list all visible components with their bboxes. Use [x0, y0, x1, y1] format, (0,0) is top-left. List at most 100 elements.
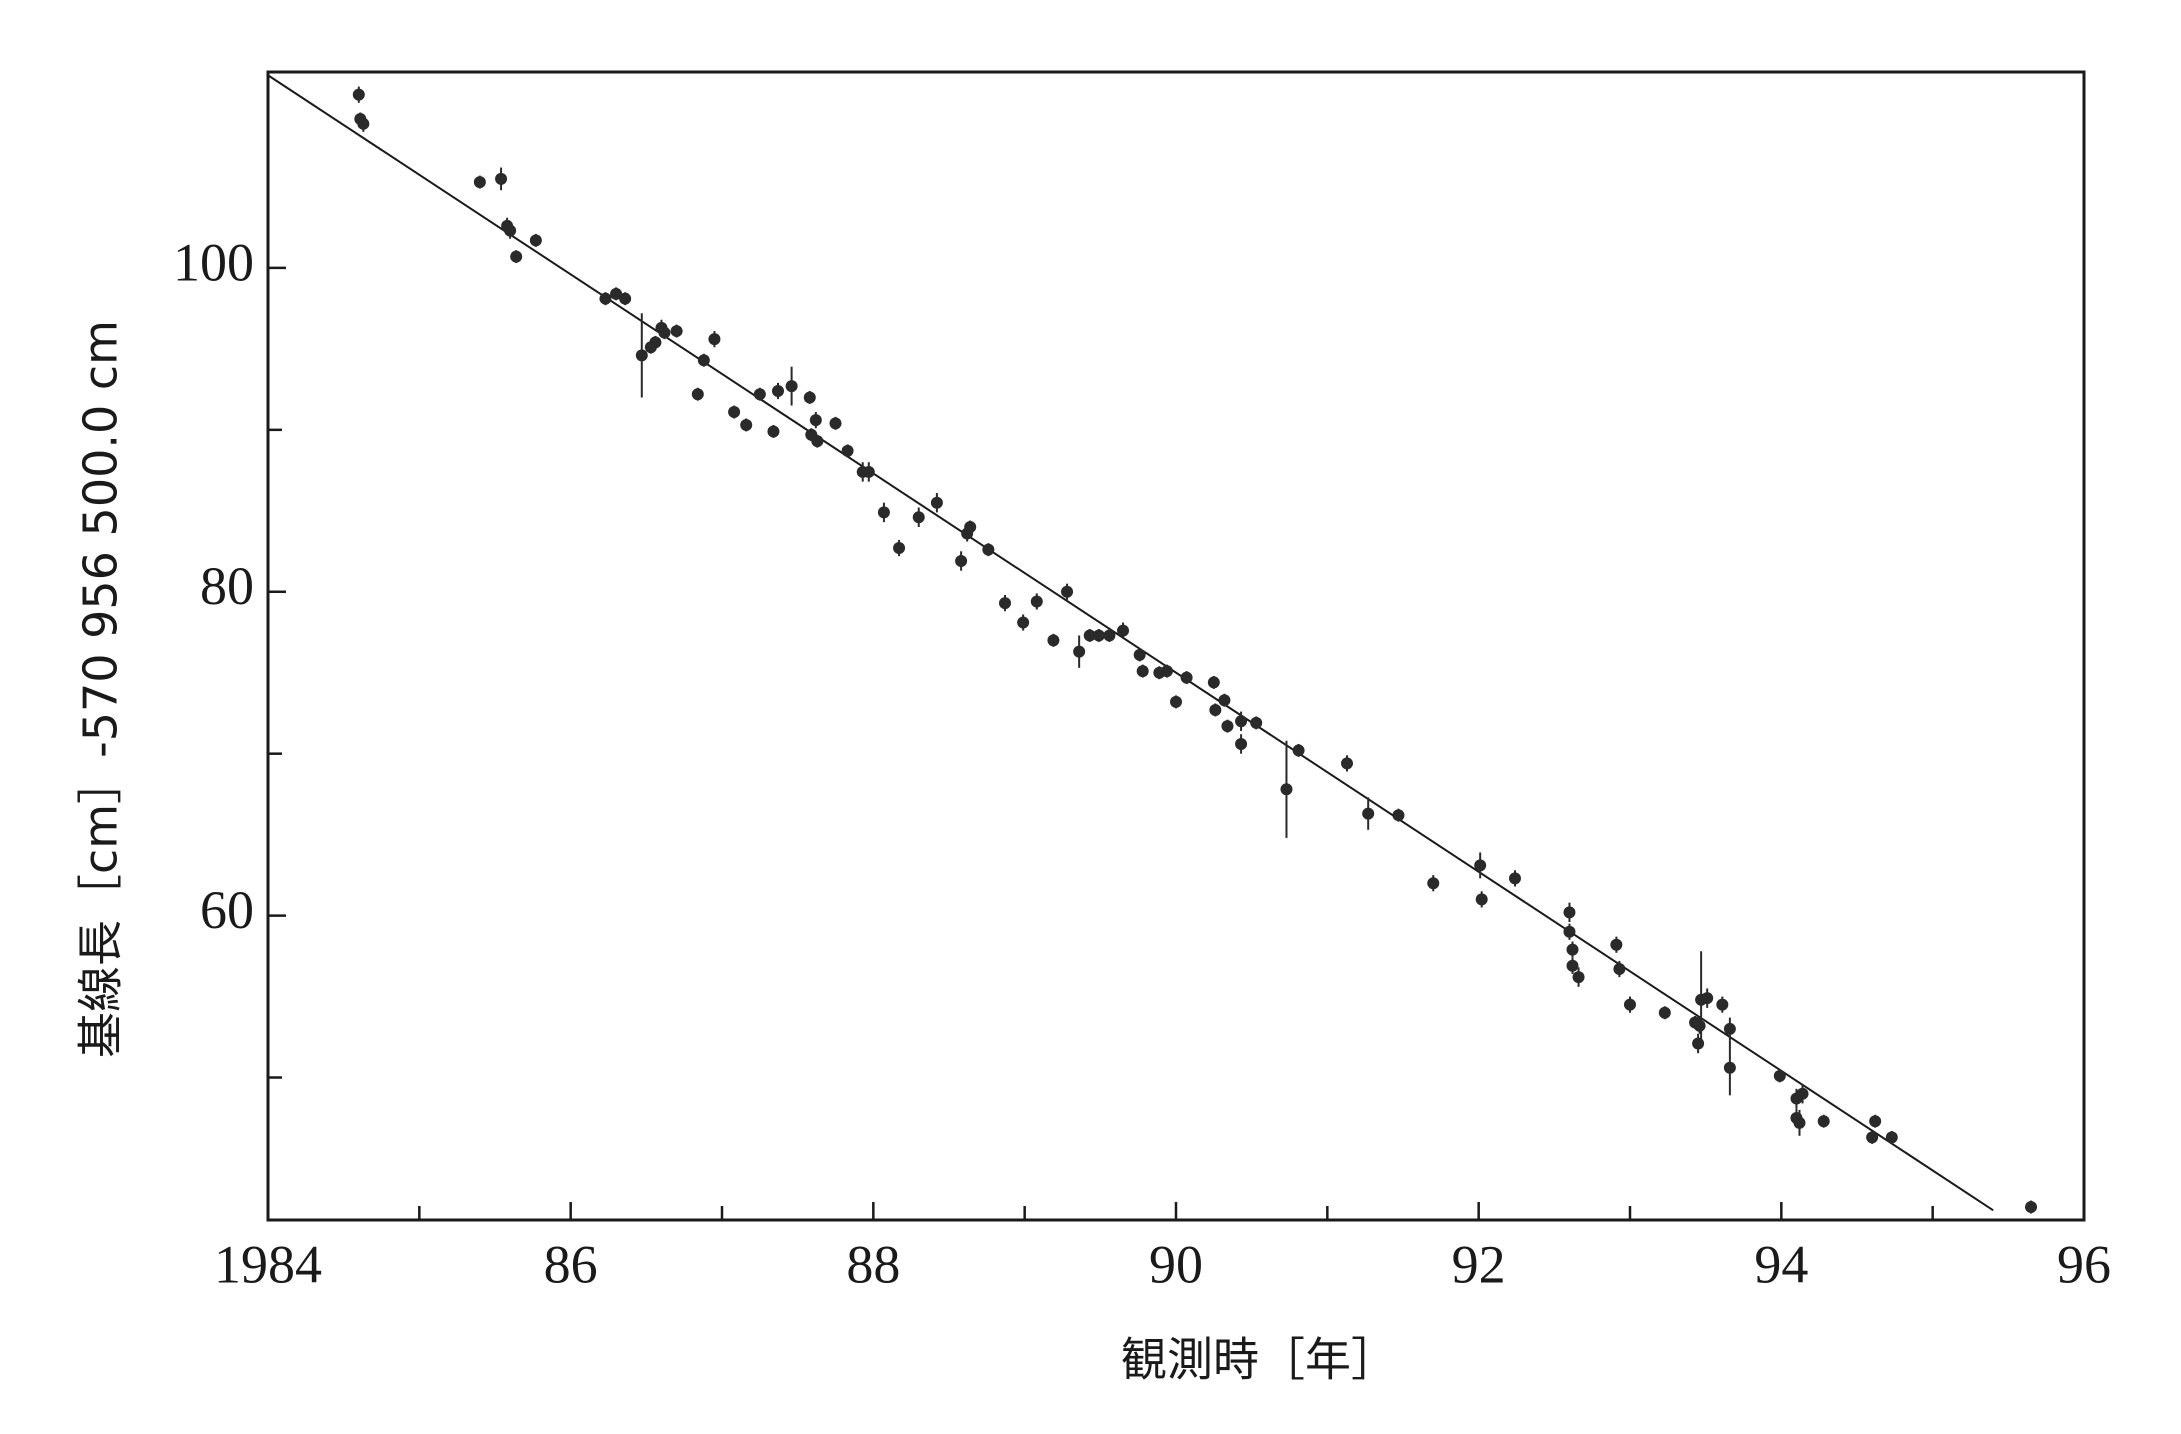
x-tick-label: 90: [1149, 1234, 1203, 1294]
data-point: [1392, 809, 1405, 822]
data-point: [1218, 694, 1231, 707]
data-point: [1475, 893, 1488, 906]
y-tick-label: 60: [200, 880, 254, 940]
data-point: [955, 554, 968, 567]
data-point: [357, 117, 370, 130]
data-point: [1083, 629, 1096, 642]
data-point: [1136, 665, 1149, 678]
data-point: [767, 425, 780, 438]
data-point: [1723, 1022, 1736, 1035]
data-point: [1017, 616, 1030, 629]
data-point: [352, 88, 365, 101]
data-point: [599, 292, 612, 305]
data-point: [1180, 671, 1193, 684]
data-point: [1566, 959, 1579, 972]
data-point: [1292, 744, 1305, 757]
data-point: [529, 234, 542, 247]
data-point: [1793, 1116, 1806, 1129]
data-point: [1773, 1069, 1786, 1082]
data-point: [1563, 906, 1576, 919]
data-point: [982, 543, 995, 556]
data-point: [1508, 872, 1521, 885]
data-point: [473, 176, 486, 189]
y-tick-label: 100: [173, 232, 254, 292]
x-axis-label: 観測時［年］: [1121, 1333, 1397, 1387]
data-point: [998, 597, 1011, 610]
data-point: [893, 542, 906, 555]
fit-line: [267, 74, 1994, 1212]
data-point: [1092, 629, 1105, 642]
data-point: [930, 496, 943, 509]
data-point: [619, 292, 632, 305]
data-point: [1613, 963, 1626, 976]
data-point: [1572, 971, 1585, 984]
data-point: [771, 384, 784, 397]
data-point: [1209, 703, 1222, 716]
data-point: [1047, 634, 1060, 647]
data-point: [1723, 1061, 1736, 1074]
data-point: [2025, 1201, 2038, 1214]
data-point: [510, 250, 523, 263]
data-point: [753, 388, 766, 401]
data-point: [1716, 998, 1729, 1011]
data-point: [1566, 943, 1579, 956]
data-point: [649, 336, 662, 349]
data-point: [877, 506, 890, 519]
data-point: [1885, 1131, 1898, 1144]
data-point: [964, 520, 977, 533]
data-point: [1362, 807, 1375, 820]
data-point: [1133, 648, 1146, 661]
data-point: [811, 435, 824, 448]
data-point: [1061, 585, 1074, 598]
data-point: [1103, 629, 1116, 642]
data-point: [1235, 737, 1248, 750]
data-point: [1817, 1115, 1830, 1128]
data-point: [1073, 645, 1086, 658]
data-point: [1701, 992, 1714, 1005]
data-point: [1280, 783, 1293, 796]
data-point: [1866, 1131, 1879, 1144]
data-point: [1610, 938, 1623, 951]
data-point: [1693, 1019, 1706, 1032]
x-tick-label: 1984: [214, 1234, 322, 1294]
data-point: [1563, 925, 1576, 938]
x-tick-label: 96: [2057, 1234, 2111, 1294]
x-tick-label: 94: [1754, 1234, 1808, 1294]
data-point: [635, 349, 648, 362]
data-point: [495, 172, 508, 185]
y-tick-label: 80: [200, 556, 254, 616]
data-point: [1207, 676, 1220, 689]
data-point: [809, 414, 822, 427]
data-point: [1796, 1087, 1809, 1100]
data-point: [785, 380, 798, 393]
data-point: [1692, 1037, 1705, 1050]
data-point: [740, 418, 753, 431]
data-point: [1030, 595, 1043, 608]
data-point: [691, 388, 704, 401]
data-point: [1658, 1006, 1671, 1019]
data-point: [1624, 998, 1636, 1011]
data-point: [1221, 720, 1234, 733]
data-point: [1117, 624, 1130, 637]
data-point: [1170, 695, 1182, 708]
data-point: [658, 326, 671, 339]
data-point: [708, 333, 721, 346]
data-point: [1474, 859, 1487, 872]
data-point: [803, 391, 816, 404]
data-point: [1250, 716, 1263, 729]
data-point: [1235, 715, 1248, 728]
x-tick-label: 92: [1452, 1234, 1506, 1294]
data-point: [841, 444, 854, 457]
data-point: [1869, 1115, 1882, 1128]
data-point: [1160, 665, 1173, 678]
data-point: [610, 287, 623, 300]
y-axis-label: 基線長［cm］-570 956 500.0 cm: [74, 320, 128, 1058]
data-point: [862, 465, 875, 478]
data-point: [728, 406, 741, 419]
data-point: [912, 511, 925, 524]
data-point: [1427, 877, 1440, 890]
data-point: [670, 325, 683, 338]
x-tick-label: 86: [544, 1234, 598, 1294]
